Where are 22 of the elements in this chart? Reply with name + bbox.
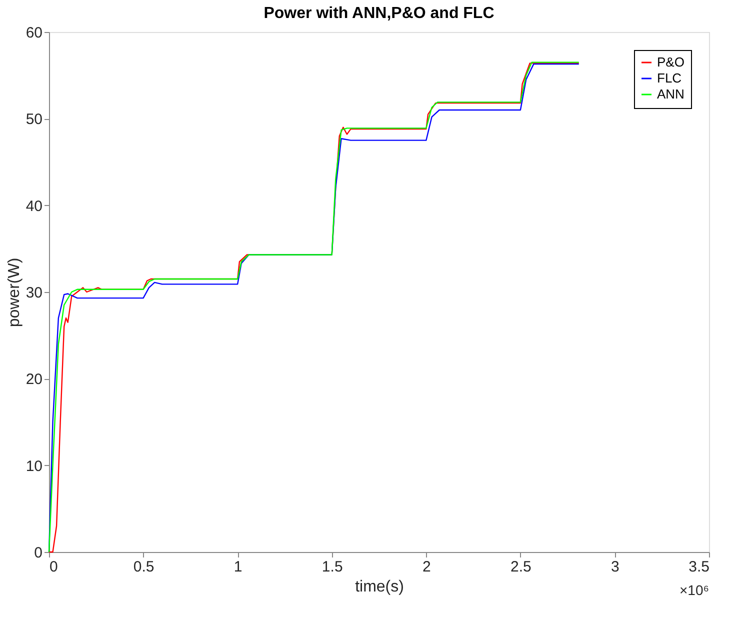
x-axis-title: time(s)	[355, 578, 404, 596]
y-tick-label: 0	[34, 544, 42, 562]
y-tick-label: 20	[26, 371, 42, 388]
y-tick-label: 50	[26, 111, 42, 128]
x-tick-label: 3.5	[688, 558, 710, 576]
x-tick-label: 1	[234, 558, 242, 576]
x-tick-label: 3	[611, 558, 620, 576]
y-tick-label: 10	[26, 458, 42, 475]
legend-label: P&O	[657, 54, 684, 70]
x-tick-label: 2	[422, 558, 431, 576]
x-tick-label: 0	[50, 558, 58, 576]
x-tick-label: 2.5	[510, 558, 532, 576]
text: ×10⁶	[679, 582, 709, 598]
y-tick-label: 60	[26, 24, 42, 42]
y-axis-title: power(W)	[6, 258, 23, 328]
legend-label: FLC	[657, 70, 682, 86]
legend-label: ANN	[657, 86, 684, 102]
x-tick-label: 1.5	[322, 558, 343, 576]
y-tick-label: 30	[26, 284, 42, 302]
y-tick-label: 40	[26, 198, 42, 215]
x-tick-label: 0.5	[133, 558, 154, 576]
chart-title: Power with ANN,P&O and FLC	[264, 5, 495, 22]
